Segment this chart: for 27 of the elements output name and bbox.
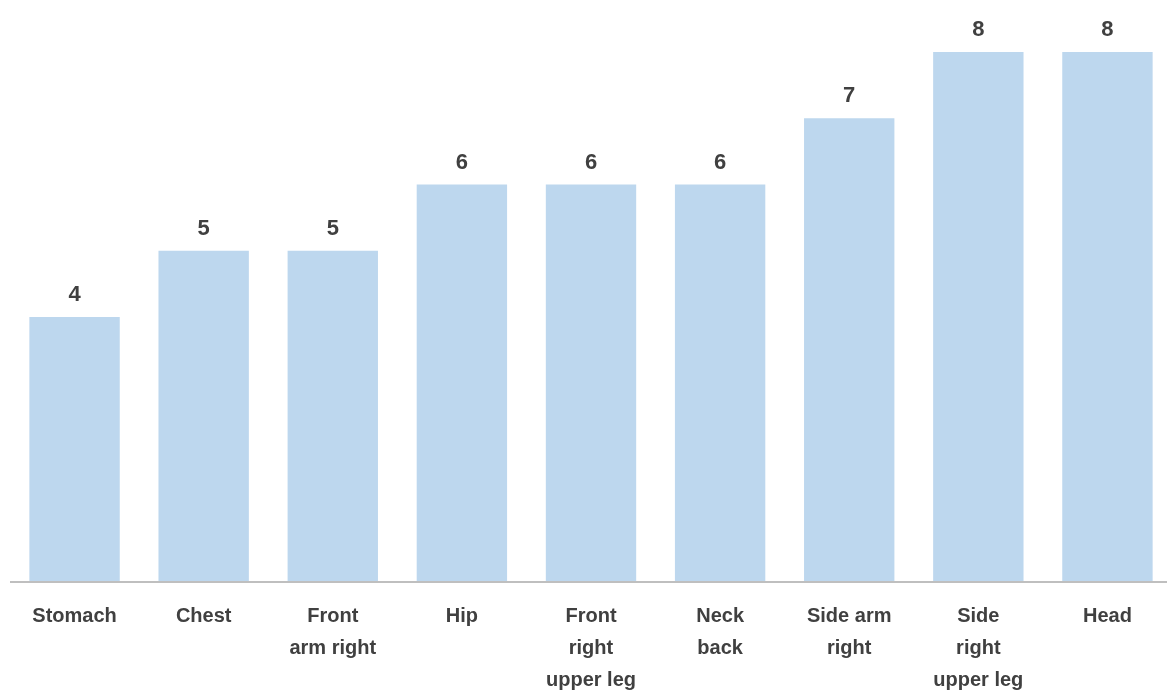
bar (674, 184, 766, 582)
bar (804, 118, 895, 582)
data-label: 6 (713, 148, 727, 174)
x-tick-label: Hip (445, 604, 478, 626)
data-label: 8 (972, 16, 985, 41)
data-label: 6 (455, 148, 469, 174)
bar (29, 317, 120, 582)
x-tick-label: Stomach (32, 604, 117, 626)
x-tick-label: Side right upper leg (933, 604, 1024, 690)
data-label: 5 (197, 214, 210, 240)
bar (933, 52, 1024, 582)
x-tick-label: Chest (175, 604, 232, 626)
data-label: 4 (68, 281, 82, 306)
bar (545, 184, 637, 582)
x-tick-label: Head (1082, 604, 1132, 626)
bar (1062, 52, 1153, 582)
data-label: 8 (1101, 16, 1114, 41)
x-tick-label: Side arm right (806, 604, 892, 658)
data-label: 7 (843, 82, 856, 108)
data-label: 6 (584, 148, 598, 174)
x-tick-label: Neck back (696, 604, 745, 658)
bar (416, 184, 508, 582)
x-tick-label: Front arm right (289, 604, 377, 658)
bar (158, 250, 249, 582)
bar (287, 250, 378, 582)
x-tick-label: Front right upper leg (545, 604, 637, 690)
data-label: 5 (326, 214, 339, 240)
